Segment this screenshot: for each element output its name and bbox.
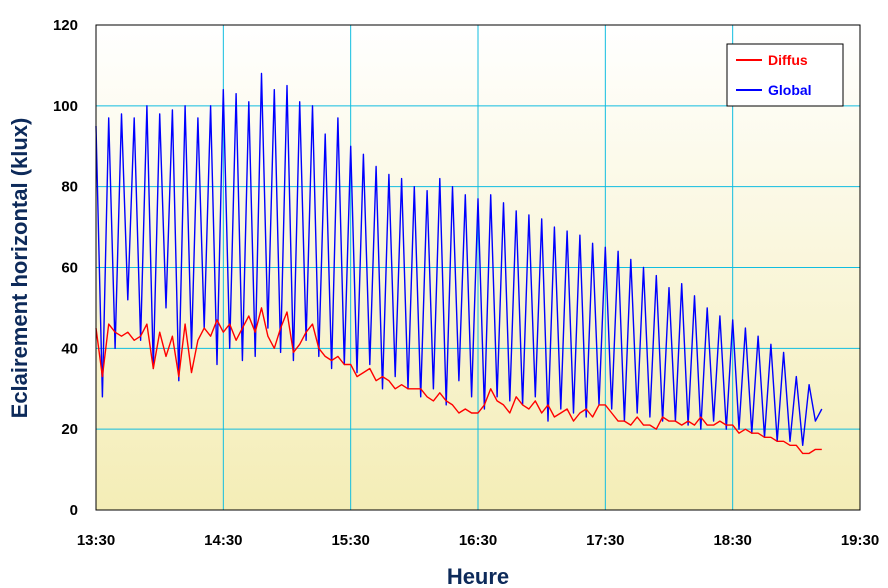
x-tick-labels: 13:30 14:30 15:30 16:30 17:30 18:30 19:30 (77, 532, 879, 549)
y-tick-label: 80 (61, 179, 78, 196)
y-tick-label: 0 (70, 502, 78, 519)
series-line-diffus (95, 307, 822, 455)
x-axis-title: Heure (447, 564, 509, 588)
x-tick-label: 19:30 (841, 532, 879, 549)
x-tick-label: 14:30 (204, 532, 242, 549)
x-tick-label: 16:30 (459, 532, 497, 549)
series-line-global (95, 72, 823, 446)
x-tick-label: 17:30 (586, 532, 624, 549)
y-tick-label: 20 (61, 421, 78, 438)
legend-label-diffus: Diffus (768, 52, 808, 68)
legend-box (726, 43, 844, 107)
legend-label-global: Global (768, 82, 812, 98)
series-layer (95, 72, 823, 455)
legend: Diffus Global (726, 43, 844, 107)
x-tick-label: 13:30 (77, 532, 115, 549)
y-axis-title: Eclairement horizontal (klux) (7, 118, 32, 419)
x-tick-label: 18:30 (713, 532, 751, 549)
y-tick-label: 100 (53, 98, 78, 115)
y-tick-label: 40 (61, 340, 78, 357)
y-tick-label: 60 (61, 260, 78, 277)
plot-border (95, 24, 861, 511)
y-tick-label: 120 (53, 17, 78, 34)
x-tick-label: 15:30 (331, 532, 369, 549)
y-tick-labels: 0 20 40 60 80 100 120 (53, 17, 78, 519)
